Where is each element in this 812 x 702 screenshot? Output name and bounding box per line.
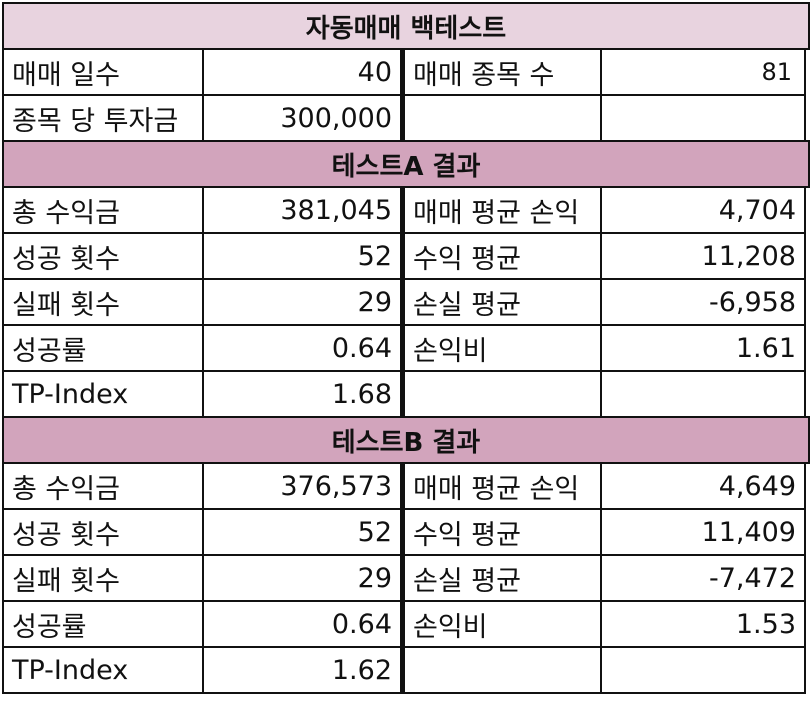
test-a-value2: 1.61 (600, 324, 806, 372)
test-b-row-2: 실패 횟수 29 손실 평균 -7,472 (2, 554, 810, 602)
test-a-value: 29 (202, 278, 404, 326)
test-a-label2: 매매 평균 손익 (402, 186, 602, 234)
test-a-label: TP-Index (2, 370, 204, 418)
test-b-row-0: 총 수익금 376,573 매매 평균 손익 4,649 (2, 462, 810, 510)
test-a-header-row: 테스트A 결과 (2, 140, 810, 188)
test-a-row-4: TP-Index 1.68 (2, 370, 810, 418)
test-b-value2: -7,472 (600, 554, 806, 602)
test-b-title: 테스트B 결과 (2, 416, 810, 464)
test-a-value: 52 (202, 232, 404, 280)
test-b-label: 실패 횟수 (2, 554, 204, 602)
test-a-value2 (600, 370, 806, 418)
test-b-label2: 손익비 (402, 600, 602, 648)
test-b-value2: 11,409 (600, 508, 806, 556)
test-b-label2 (402, 646, 602, 694)
settings-row-1: 매매 일수 40 매매 종목 수 81 (2, 48, 810, 96)
settings-row-2: 종목 당 투자금 300,000 (2, 94, 810, 142)
test-a-label: 성공 횟수 (2, 232, 204, 280)
test-b-value2 (600, 646, 806, 694)
test-b-row-4: TP-Index 1.62 (2, 646, 810, 694)
test-b-value: 52 (202, 508, 404, 556)
test-a-label2: 수익 평균 (402, 232, 602, 280)
stock-count-label: 매매 종목 수 (402, 48, 602, 96)
test-b-value: 1.62 (202, 646, 404, 694)
test-a-row-2: 실패 횟수 29 손실 평균 -6,958 (2, 278, 810, 326)
test-b-label: 총 수익금 (2, 462, 204, 510)
trade-days-value: 40 (202, 48, 404, 96)
test-a-label2 (402, 370, 602, 418)
test-b-value: 29 (202, 554, 404, 602)
test-a-value: 0.64 (202, 324, 404, 372)
sheet-title: 자동매매 백테스트 (2, 2, 810, 50)
test-a-label2: 손익비 (402, 324, 602, 372)
invest-per-stock-value: 300,000 (202, 94, 404, 142)
empty-cell (402, 94, 602, 142)
test-a-title: 테스트A 결과 (2, 140, 810, 188)
test-a-row-1: 성공 횟수 52 수익 평균 11,208 (2, 232, 810, 280)
test-a-row-0: 총 수익금 381,045 매매 평균 손익 4,704 (2, 186, 810, 234)
test-b-label: 성공 횟수 (2, 508, 204, 556)
test-b-value: 376,573 (202, 462, 404, 510)
test-b-label2: 손실 평균 (402, 554, 602, 602)
test-b-label: TP-Index (2, 646, 204, 694)
stock-count-value: 81 (600, 48, 806, 96)
test-b-label2: 수익 평균 (402, 508, 602, 556)
test-b-value2: 4,649 (600, 462, 806, 510)
test-a-value2: -6,958 (600, 278, 806, 326)
test-a-label2: 손실 평균 (402, 278, 602, 326)
test-b-label2: 매매 평균 손익 (402, 462, 602, 510)
test-b-label: 성공률 (2, 600, 204, 648)
test-b-header-row: 테스트B 결과 (2, 416, 810, 464)
test-a-label: 실패 횟수 (2, 278, 204, 326)
test-a-value: 381,045 (202, 186, 404, 234)
test-a-row-3: 성공률 0.64 손익비 1.61 (2, 324, 810, 372)
test-a-value: 1.68 (202, 370, 404, 418)
test-a-value2: 4,704 (600, 186, 806, 234)
test-b-row-1: 성공 횟수 52 수익 평균 11,409 (2, 508, 810, 556)
test-a-label: 총 수익금 (2, 186, 204, 234)
test-a-value2: 11,208 (600, 232, 806, 280)
invest-per-stock-label: 종목 당 투자금 (2, 94, 204, 142)
test-a-label: 성공률 (2, 324, 204, 372)
test-b-value2: 1.53 (600, 600, 806, 648)
test-b-value: 0.64 (202, 600, 404, 648)
empty-cell (600, 94, 806, 142)
title-row: 자동매매 백테스트 (2, 2, 810, 50)
trade-days-label: 매매 일수 (2, 48, 204, 96)
test-b-row-3: 성공률 0.64 손익비 1.53 (2, 600, 810, 648)
